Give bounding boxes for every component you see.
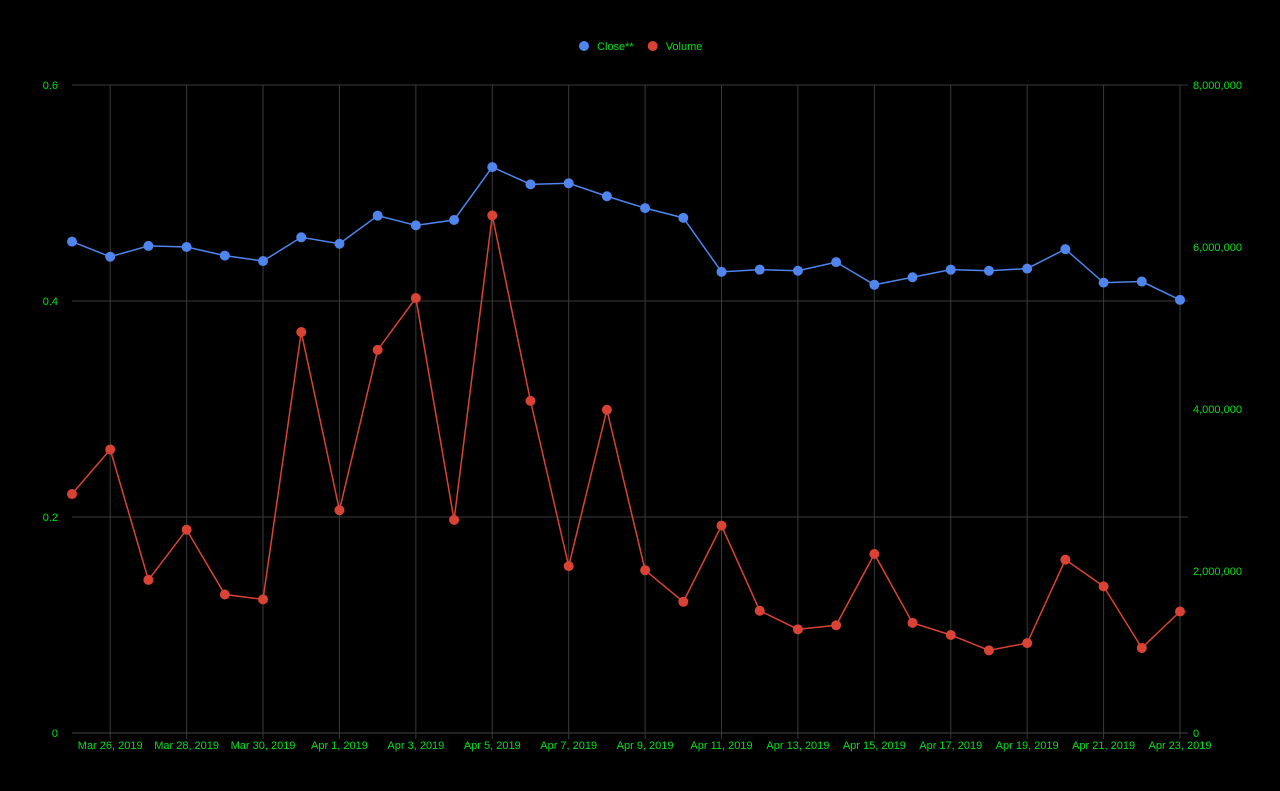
- x-tick-label: Apr 23, 2019: [1149, 740, 1212, 752]
- legend-label-volume: Volume: [666, 41, 703, 53]
- close-data-point: [1022, 263, 1033, 274]
- close-data-point: [831, 257, 842, 268]
- legend-label-close: Close**: [597, 41, 634, 53]
- y-right-tick-label: 2,000,000: [1193, 566, 1242, 578]
- volume-data-point: [716, 520, 727, 531]
- x-tick-label: Apr 11, 2019: [690, 740, 752, 752]
- close-data-point: [1136, 276, 1147, 287]
- x-tick-label: Apr 9, 2019: [617, 740, 674, 752]
- legend-marker-volume: [647, 41, 658, 51]
- y-left-tick-label: 0: [52, 728, 58, 740]
- volume-data-point: [449, 514, 460, 525]
- volume-data-point: [525, 395, 536, 406]
- close-data-point: [449, 215, 460, 225]
- close-data-point: [296, 232, 307, 243]
- volume-data-point: [1136, 642, 1147, 653]
- x-tick-label: Apr 15, 2019: [843, 740, 906, 752]
- volume-data-point: [258, 594, 269, 605]
- volume-data-point: [1060, 554, 1071, 565]
- close-data-point: [334, 238, 345, 249]
- volume-data-point: [143, 574, 154, 585]
- volume-data-point: [181, 524, 192, 535]
- volume-data-point: [1098, 581, 1109, 592]
- close-data-point: [563, 178, 574, 189]
- close-data-point: [716, 266, 727, 277]
- x-tick-label: Apr 21, 2019: [1072, 740, 1135, 752]
- close-data-point: [67, 236, 77, 247]
- volume-data-point: [296, 327, 307, 338]
- close-data-point: [983, 265, 994, 276]
- x-tick-label: Apr 5, 2019: [464, 740, 521, 752]
- volume-data-point: [678, 596, 689, 607]
- close-data-point: [869, 279, 880, 290]
- volume-series-line: [71, 215, 1181, 652]
- close-data-point: [754, 264, 765, 275]
- close-data-point: [410, 220, 421, 231]
- x-axis: Mar 26, 2019 Mar 28, 2019 Mar 30, 2019 Apr …: [78, 740, 1212, 752]
- volume-data-point: [792, 624, 803, 635]
- close-data-point: [678, 212, 689, 223]
- y-axis-left: 0 0.2 0.4 0.6: [43, 80, 58, 740]
- x-tick-label: Mar 30, 2019: [231, 740, 296, 752]
- legend: Close** Volume: [579, 41, 702, 53]
- x-tick-label: Apr 1, 2019: [311, 740, 368, 752]
- close-data-point: [525, 179, 536, 190]
- y-right-tick-label: 6,000,000: [1193, 242, 1242, 254]
- x-tick-label: Mar 28, 2019: [154, 740, 219, 752]
- grid-lines: [72, 84, 1188, 739]
- volume-data-point: [372, 344, 383, 355]
- close-data-point: [487, 162, 498, 173]
- volume-data-point: [831, 620, 842, 631]
- close-data-point: [792, 265, 803, 276]
- close-data-point: [181, 242, 192, 252]
- volume-data-point: [754, 605, 765, 616]
- x-tick-label: Apr 3, 2019: [387, 740, 444, 752]
- close-series-line: [71, 166, 1181, 301]
- volume-data-point: [219, 589, 230, 600]
- x-tick-label: Apr 19, 2019: [996, 740, 1059, 752]
- close-data-point: [105, 251, 116, 262]
- volume-data-point: [601, 404, 612, 415]
- volume-data-point: [869, 548, 880, 559]
- volume-data-point: [1175, 606, 1185, 617]
- x-tick-label: Apr 13, 2019: [766, 740, 829, 752]
- x-tick-label: Apr 7, 2019: [540, 740, 597, 752]
- close-data-point: [372, 210, 383, 221]
- y-left-tick-label: 0.4: [43, 296, 58, 308]
- close-data-point: [219, 250, 230, 261]
- volume-data-point: [563, 561, 574, 572]
- volume-data-point: [105, 444, 116, 455]
- volume-data-point: [945, 629, 956, 640]
- close-data-point: [143, 240, 154, 251]
- legend-marker-close: [579, 41, 589, 51]
- y-right-tick-label: 0: [1193, 728, 1199, 740]
- close-data-point: [1060, 244, 1071, 255]
- close-data-point: [640, 203, 651, 214]
- y-right-tick-label: 8,000,000: [1193, 80, 1242, 92]
- volume-data-point: [1022, 638, 1033, 649]
- series-lines: [67, 162, 1185, 656]
- close-data-point: [601, 191, 612, 202]
- volume-data-point: [983, 645, 994, 656]
- volume-data-point: [907, 617, 918, 628]
- close-data-point: [1175, 294, 1185, 305]
- y-right-tick-label: 4,000,000: [1193, 404, 1242, 416]
- close-data-point: [258, 256, 269, 267]
- x-tick-label: Mar 26, 2019: [78, 740, 143, 752]
- close-data-point: [945, 264, 956, 275]
- y-left-tick-label: 0.2: [43, 512, 58, 524]
- volume-data-point: [487, 210, 498, 221]
- volume-data-point: [640, 565, 651, 576]
- y-axis-right: 0 2,000,000 4,000,000 6,000,000 8,000,000: [1193, 80, 1242, 740]
- volume-data-point: [67, 489, 77, 500]
- close-data-point: [1098, 277, 1109, 288]
- volume-data-point: [410, 293, 421, 304]
- x-tick-label: Apr 17, 2019: [919, 740, 982, 752]
- close-data-point: [907, 272, 918, 283]
- volume-data-point: [334, 505, 345, 516]
- y-left-tick-label: 0.6: [43, 80, 58, 92]
